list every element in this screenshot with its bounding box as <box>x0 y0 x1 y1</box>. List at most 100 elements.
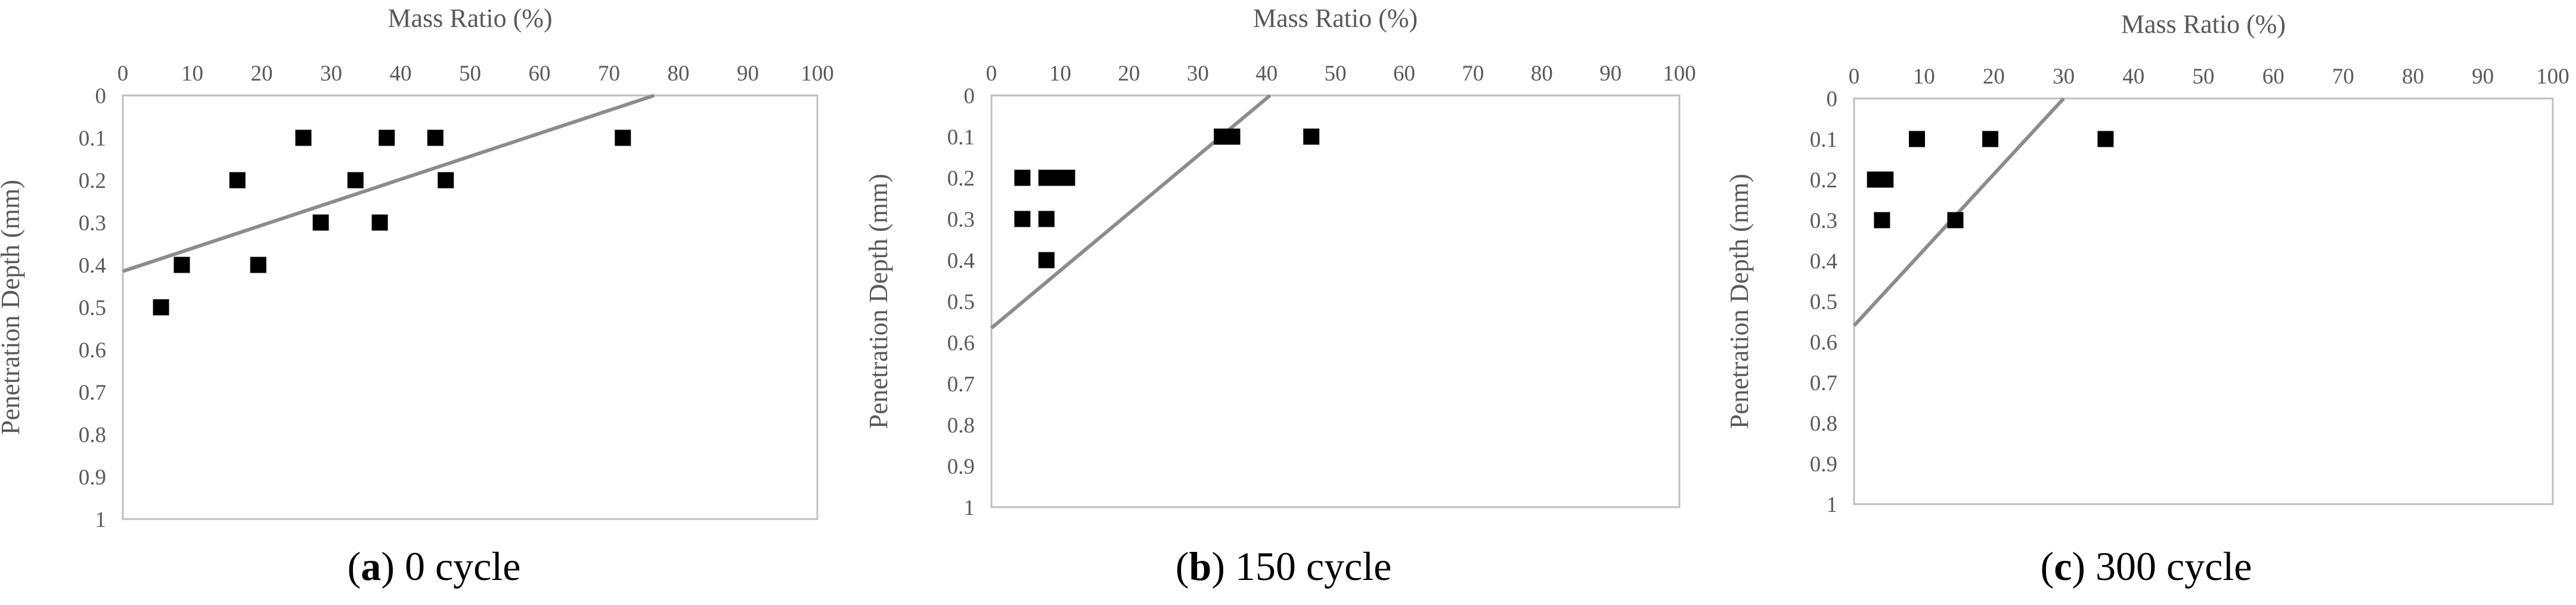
x-tick-label: 60 <box>2262 64 2284 89</box>
y-tick-label: 0.7 <box>1810 371 1837 396</box>
x-tick-label: 30 <box>2053 64 2075 89</box>
data-point <box>1224 128 1241 145</box>
x-tick-label: 100 <box>801 61 834 86</box>
y-tick-label: 0.4 <box>79 254 106 278</box>
x-tick-label: 90 <box>737 61 759 86</box>
panel-letter: c <box>2054 544 2072 589</box>
y-tick-label: 0.5 <box>79 296 106 320</box>
y-tick-label: 0.1 <box>79 126 106 151</box>
x-tick-label: 100 <box>1663 61 1696 86</box>
y-tick-label: 1 <box>964 496 975 520</box>
y-tick-label: 0.3 <box>947 208 975 232</box>
y-tick-label: 0.9 <box>1810 452 1837 477</box>
data-point <box>312 214 329 231</box>
y-tick-label: 0.7 <box>947 372 975 397</box>
panel-caption-a: (a) 0 cycle <box>347 544 521 589</box>
y-tick-label: 0.9 <box>947 455 975 479</box>
data-point <box>1038 211 1055 227</box>
y-tick-label: 0 <box>95 84 107 109</box>
x-tick-label: 40 <box>2122 64 2144 89</box>
x-tick-label: 50 <box>459 61 481 86</box>
data-point <box>1947 212 1964 229</box>
y-tick-label: 0.4 <box>947 249 975 273</box>
x-tick-label: 30 <box>1187 61 1209 86</box>
plot-frame <box>1853 97 2554 505</box>
y-tick-label: 0.1 <box>947 125 975 150</box>
y-tick-label: 0.5 <box>947 290 975 314</box>
data-point <box>379 129 395 146</box>
panel-caption-b: (b) 150 cycle <box>1175 544 1392 589</box>
x-tick-label: 70 <box>1462 61 1484 86</box>
y-tick-label: 1 <box>95 508 107 532</box>
x-tick-label: 10 <box>1049 61 1071 86</box>
x-tick-label: 20 <box>1118 61 1140 86</box>
y-tick-label: 0.5 <box>1810 290 1837 314</box>
trend-line <box>1852 97 2065 327</box>
data-point <box>295 129 312 146</box>
y-tick-label: 0 <box>964 84 975 109</box>
y-tick-label: 0.2 <box>79 169 106 193</box>
data-point <box>1038 252 1055 268</box>
data-point <box>2097 131 2114 147</box>
data-point <box>1303 128 1320 145</box>
x-tick-label: 20 <box>1983 64 2005 89</box>
plot-frame <box>122 94 819 520</box>
y-tick-label: 0.2 <box>947 166 975 191</box>
x-tick-label: 60 <box>529 61 551 86</box>
y-tick-label: 0.4 <box>1810 249 1837 274</box>
y-tick-label: 0.6 <box>947 331 975 356</box>
y-axis-title: Penetration Depth (mm) <box>864 174 893 429</box>
data-point <box>347 172 364 189</box>
data-point <box>250 257 266 273</box>
data-point <box>1014 211 1031 227</box>
x-tick-label: 30 <box>320 61 342 86</box>
y-tick-label: 0.7 <box>79 381 106 405</box>
x-tick-label: 90 <box>1599 61 1622 86</box>
data-point <box>1877 171 1894 188</box>
y-tick-label: 0.8 <box>947 413 975 438</box>
y-tick-label: 0.8 <box>79 423 106 447</box>
x-axis-title: Mass Ratio (%) <box>1253 4 1418 33</box>
x-tick-label: 40 <box>390 61 412 86</box>
x-tick-label: 60 <box>1393 61 1415 86</box>
data-point <box>1982 131 1999 147</box>
x-tick-label: 0 <box>117 61 129 86</box>
x-tick-label: 70 <box>2332 64 2354 89</box>
plot-frame <box>990 94 1681 508</box>
panel-letter: a <box>361 544 382 589</box>
trend-line <box>122 94 655 273</box>
x-tick-label: 0 <box>986 61 997 86</box>
panel-caption-text: 150 cycle <box>1225 544 1392 589</box>
data-point <box>427 129 444 146</box>
data-point <box>438 172 454 189</box>
x-axis-title: Mass Ratio (%) <box>2121 10 2286 39</box>
x-tick-label: 90 <box>2472 64 2494 89</box>
x-tick-label: 50 <box>2193 64 2215 89</box>
x-tick-label: 50 <box>1325 61 1347 86</box>
x-tick-label: 0 <box>1849 64 1860 89</box>
y-axis-title: Penetration Depth (mm) <box>1725 174 1754 429</box>
y-tick-label: 0.6 <box>1810 331 1837 355</box>
y-tick-label: 0.9 <box>79 465 106 490</box>
y-tick-label: 0.8 <box>1810 412 1837 436</box>
y-axis-title: Penetration Depth (mm) <box>0 180 25 435</box>
x-tick-label: 40 <box>1256 61 1278 86</box>
data-point <box>153 299 169 316</box>
data-point <box>1014 169 1031 186</box>
data-point <box>1908 131 1925 147</box>
x-tick-label: 80 <box>668 61 690 86</box>
data-point <box>371 214 388 231</box>
y-tick-label: 1 <box>1827 493 1838 517</box>
x-tick-label: 10 <box>1913 64 1935 89</box>
y-tick-label: 0.3 <box>1810 209 1837 233</box>
x-tick-label: 80 <box>1531 61 1553 86</box>
panel-caption-text: 300 cycle <box>2085 544 2252 589</box>
panel-letter: b <box>1189 544 1212 589</box>
panel-caption-c: (c) 300 cycle <box>2040 544 2252 589</box>
y-tick-label: 0.6 <box>79 338 106 363</box>
data-point <box>1874 212 1890 229</box>
x-tick-label: 20 <box>251 61 273 86</box>
x-tick-label: 100 <box>2536 64 2569 89</box>
y-tick-label: 0.2 <box>1810 168 1837 193</box>
